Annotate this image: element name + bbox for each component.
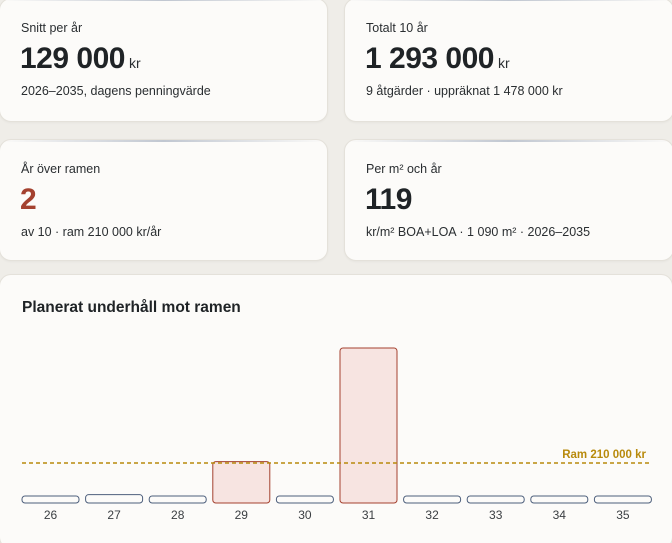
tick-label-26: 26 — [44, 508, 58, 522]
stat-subtitle: 2026–2035, dagens penningvärde — [21, 84, 211, 98]
tick-label-35: 35 — [616, 508, 630, 522]
tick-label-33: 33 — [489, 508, 503, 522]
stat-value: 119 — [365, 183, 412, 217]
stat-number: 1 293 000 — [365, 42, 494, 75]
stat-subtitle: kr/m² BOA+LOA · 1 090 m² · 2026–2035 — [366, 225, 591, 239]
ram-threshold-label: Ram 210 000 kr — [562, 449, 646, 461]
stat-subtitle: av 10 · ram 210 000 kr/år — [21, 225, 162, 239]
stat-value: 129 000 kr — [20, 42, 141, 76]
stat-card-years-over: År över ramen 2 av 10 · ram 210 000 kr/å… — [0, 139, 328, 261]
stat-label: År över ramen — [21, 162, 101, 176]
stat-value: 1 293 000 kr — [365, 42, 510, 76]
stat-card-average: Snitt per år 129 000 kr 2026–2035, dagens… — [0, 0, 328, 122]
bar-29 — [212, 461, 271, 504]
tick-label-27: 27 — [107, 508, 121, 522]
stat-card-per-m2: Per m² och år 119 kr/m² BOA+LOA · 1 090 … — [344, 139, 672, 261]
stat-unit: kr — [128, 55, 141, 71]
stat-number: 2 — [20, 183, 37, 216]
bar-34 — [530, 495, 589, 504]
chart-card: 26 27 28 29 30 31 32 33 34 35 Ram 210 000 kr Plane… — [0, 274, 672, 543]
tick-label-29: 29 — [235, 508, 249, 522]
stat-card-total: Totalt 10 år 1 293 000 kr 9 åtgärder · up… — [344, 0, 672, 122]
bar-28 — [148, 495, 207, 504]
stat-label: Snitt per år — [21, 21, 83, 35]
tick-label-28: 28 — [171, 508, 185, 522]
stat-number: 129 000 — [20, 42, 125, 75]
bar-31 — [339, 347, 398, 504]
tick-label-30: 30 — [298, 508, 312, 522]
stat-value: 2 — [20, 183, 37, 217]
stat-subtitle: 9 åtgärder · uppräknat 1 478 000 kr — [366, 84, 563, 98]
tick-label-32: 32 — [425, 508, 439, 522]
stat-label: Per m² och år — [366, 162, 442, 176]
bar-26 — [21, 495, 80, 504]
stat-unit: kr — [497, 55, 510, 71]
bar-35 — [593, 495, 652, 504]
tick-label-34: 34 — [553, 508, 567, 522]
bar-33 — [466, 495, 525, 504]
bar-30 — [275, 495, 334, 504]
tick-label-31: 31 — [362, 508, 376, 522]
bar-27 — [85, 494, 144, 504]
stat-number: 119 — [365, 183, 412, 216]
chart-title: Planerat underhåll mot ramen — [22, 299, 241, 316]
bar-32 — [403, 495, 462, 504]
maintenance-chart: 26 27 28 29 30 31 32 33 34 35 Ram 210 000 kr — [21, 347, 652, 522]
stat-label: Totalt 10 år — [366, 21, 428, 35]
